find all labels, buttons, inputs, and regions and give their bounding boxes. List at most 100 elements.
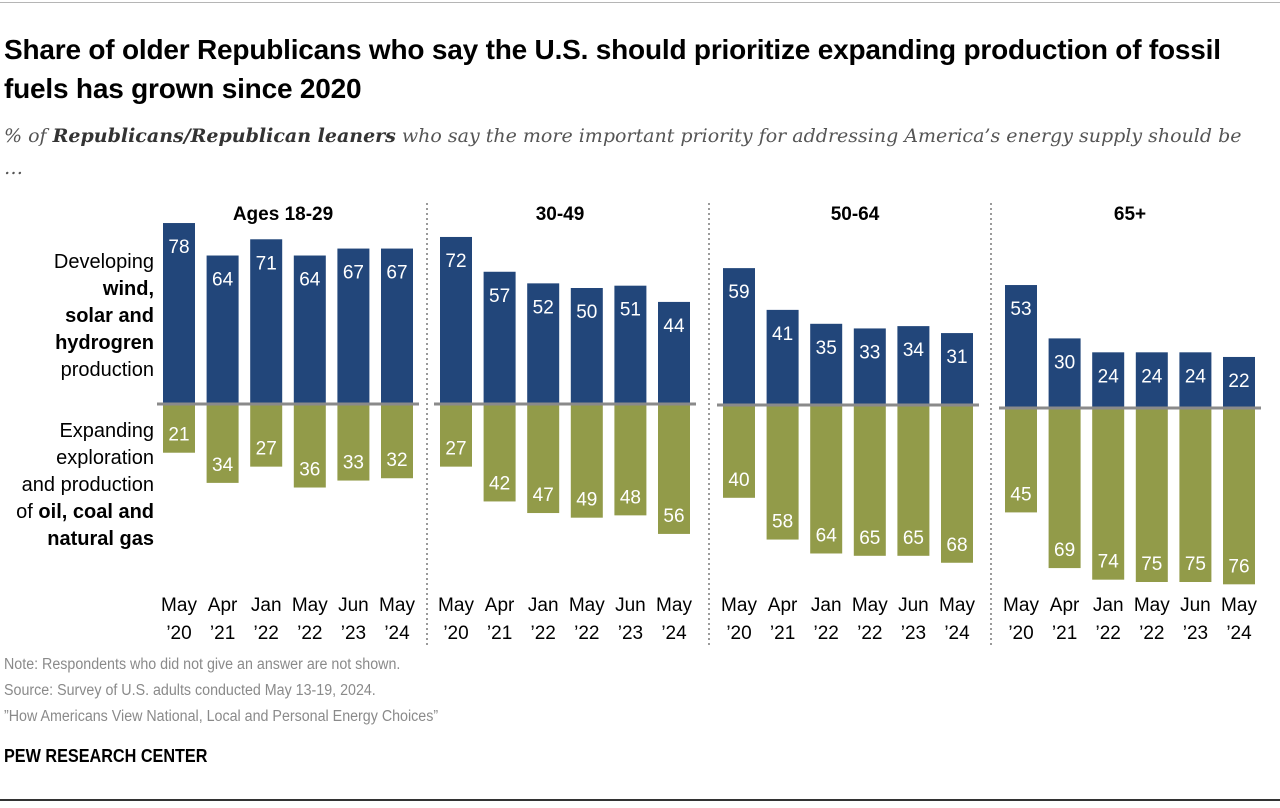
data-label-fossil: 40 (728, 470, 749, 491)
data-label-fossil: 76 (1228, 556, 1249, 577)
data-label-fossil: 48 (620, 487, 641, 508)
row-label-line: production (60, 359, 154, 381)
bar-fossil (941, 405, 973, 563)
x-tick-label-year: ’21 (210, 623, 235, 644)
row-label-line: of oil, coal and (16, 499, 154, 526)
bar-fossil (897, 405, 930, 556)
panel-title: 30-49 (536, 204, 585, 225)
row-label-fossil: Expanding exploration and production of … (16, 418, 154, 553)
data-label-fossil: 65 (903, 528, 924, 549)
x-tick-label-year: ’22 (814, 623, 839, 644)
x-tick-label-year: ’22 (1139, 623, 1164, 644)
x-tick-label-month: Jun (615, 595, 646, 616)
bar-renewables (658, 301, 690, 404)
data-label-fossil: 27 (256, 439, 277, 460)
data-label-fossil: 33 (343, 453, 364, 474)
bar-renewables (570, 288, 603, 404)
data-label-renewables: 64 (299, 270, 321, 291)
x-tick-label-month: May (656, 595, 692, 616)
data-label-renewables: 51 (620, 300, 641, 321)
data-label-fossil: 49 (576, 490, 597, 511)
data-label-fossil: 21 (168, 425, 189, 446)
bar-fossil (1135, 408, 1168, 582)
bar-renewables (1048, 338, 1081, 408)
data-label-fossil: 56 (663, 506, 684, 527)
bar-renewables (1223, 356, 1255, 408)
data-label-fossil: 47 (533, 485, 554, 506)
x-tick-label-year: ’24 (1226, 623, 1252, 644)
x-tick-label-year: ’24 (661, 623, 687, 644)
x-tick-label-month: May (1003, 595, 1039, 616)
data-label-fossil: 27 (445, 439, 466, 460)
x-tick-label-year: ’22 (1096, 623, 1121, 644)
bar-renewables (163, 223, 195, 404)
bar-fossil (1223, 408, 1255, 585)
data-label-renewables: 24 (1098, 366, 1120, 387)
bar-fossil (293, 404, 326, 488)
data-label-fossil: 32 (386, 450, 407, 471)
bar-renewables (614, 285, 647, 404)
bar-renewables (206, 255, 239, 404)
data-label-renewables: 52 (533, 297, 554, 318)
x-tick-label-year: ’22 (531, 623, 556, 644)
data-label-renewables: 30 (1054, 352, 1075, 373)
x-tick-label-month: Apr (485, 595, 515, 616)
x-tick-label-month: May (569, 595, 605, 616)
row-label-line: hydrogren (55, 332, 154, 354)
subtitle-prefix: % of (4, 125, 53, 147)
bar-fossil (250, 404, 283, 467)
data-label-fossil: 34 (212, 455, 234, 476)
x-tick-label-month: Jun (1180, 595, 1211, 616)
data-label-renewables: 72 (445, 251, 466, 272)
panel-title: 50-64 (831, 204, 880, 225)
data-label-fossil: 65 (859, 528, 880, 549)
data-label-renewables: 44 (663, 316, 685, 337)
x-tick-label-year: ’20 (726, 623, 751, 644)
data-label-renewables: 22 (1228, 371, 1249, 392)
x-tick-label-year: ’21 (487, 623, 512, 644)
x-tick-label-month: Jan (528, 595, 559, 616)
x-tick-label-month: May (1134, 595, 1170, 616)
bar-renewables (853, 328, 886, 405)
row-label-line: wind, (102, 278, 154, 300)
row-label-renewables: Developing wind, solar and hydrogren pro… (54, 249, 154, 384)
bar-renewables (1135, 352, 1168, 408)
bar-renewables (381, 248, 413, 404)
bar-renewables (941, 333, 973, 405)
bar-renewables (440, 236, 472, 404)
x-tick-label-year: ’20 (1008, 623, 1033, 644)
data-label-fossil: 45 (1010, 484, 1031, 505)
data-label-renewables: 78 (168, 237, 189, 258)
bar-renewables (723, 268, 755, 405)
bar-fossil (163, 404, 195, 453)
data-label-fossil: 36 (299, 460, 320, 481)
row-label-line: Expanding (59, 420, 154, 442)
data-label-renewables: 64 (212, 270, 234, 291)
panel-title: 65+ (1114, 204, 1146, 225)
x-tick-label-month: May (1221, 595, 1257, 616)
bar-fossil (381, 404, 413, 479)
bar-fossil (527, 404, 560, 514)
subtitle-bold: Republicans/Republican leaners (52, 125, 396, 147)
bar-renewables (810, 323, 843, 405)
x-tick-label-year: ’22 (574, 623, 599, 644)
bar-renewables (483, 271, 516, 404)
x-tick-label-month: May (292, 595, 328, 616)
bar-renewables (293, 255, 326, 404)
bar-fossil (483, 404, 516, 502)
x-tick-label-month: Jan (811, 595, 842, 616)
chart-subtitle: % of Republicans/Republican leaners who … (4, 120, 1244, 184)
bar-fossil (723, 405, 755, 498)
bar-fossil (570, 404, 603, 518)
x-tick-label-month: May (721, 595, 757, 616)
x-tick-label-month: May (852, 595, 888, 616)
x-tick-label-month: May (161, 595, 197, 616)
data-label-fossil: 68 (946, 535, 967, 556)
data-label-renewables: 24 (1141, 366, 1163, 387)
brand-logo-text: PEW RESEARCH CENTER (4, 746, 208, 766)
data-label-renewables: 59 (728, 282, 749, 303)
x-tick-label-year: ’20 (166, 623, 191, 644)
x-tick-label-month: Jun (338, 595, 369, 616)
data-label-renewables: 33 (859, 342, 880, 363)
